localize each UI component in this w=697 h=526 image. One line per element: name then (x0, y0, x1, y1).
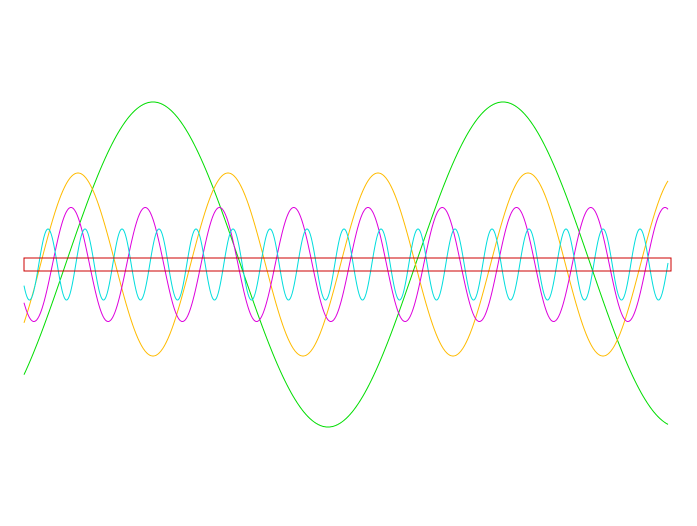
band (23, 257, 672, 272)
wave-line (23, 206, 669, 323)
wave-line (23, 228, 669, 301)
wave-line (23, 172, 669, 357)
wave-line (23, 101, 669, 428)
